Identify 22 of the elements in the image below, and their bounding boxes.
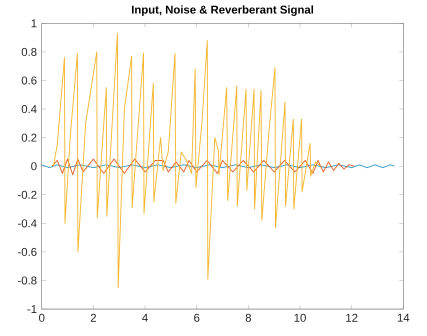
line-series — [52, 158, 355, 176]
y-tick-label: 0.6 — [22, 76, 37, 84]
x-tick-label: 2 — [90, 314, 96, 322]
x-tick-label: 10 — [294, 314, 306, 322]
x-tick-label: 6 — [194, 314, 200, 322]
line-series — [52, 32, 322, 288]
y-tick-label: 0 — [31, 162, 37, 170]
y-tick-label: -0.6 — [18, 248, 37, 256]
y-tick-label: -0.4 — [18, 219, 37, 228]
x-tick-label: 14 — [398, 314, 410, 322]
chart-title: Input, Noise & Reverberant Signal — [132, 5, 314, 16]
y-tick-label: 0.2 — [22, 134, 36, 142]
y-tick-label: -0.8 — [18, 276, 37, 284]
x-tick-label: 4 — [142, 314, 148, 322]
x-tick-label: 12 — [346, 314, 358, 322]
y-tick-label: -0.2 — [18, 190, 36, 199]
x-tick-label: 8 — [246, 314, 252, 322]
y-tick-label: 1 — [32, 19, 36, 28]
y-tick-label: -1 — [27, 305, 36, 313]
y-tick-label: 0.4 — [22, 105, 37, 114]
x-tick-label: 0 — [39, 314, 44, 322]
y-tick-label: 0.8 — [22, 48, 37, 56]
